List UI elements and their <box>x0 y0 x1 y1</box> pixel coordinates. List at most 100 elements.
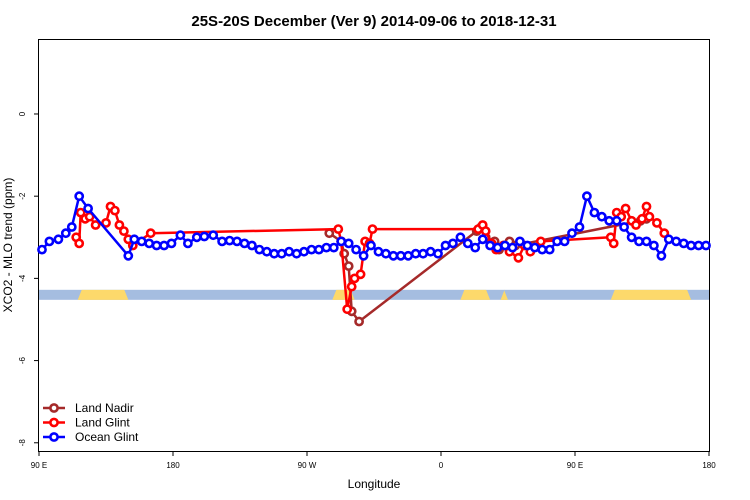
land-nadir-point <box>324 228 335 239</box>
ocean-glint-point <box>44 236 55 247</box>
legend-label: Land Nadir <box>75 401 134 415</box>
land-glint-point <box>652 217 662 228</box>
legend-label: Ocean Glint <box>75 430 139 444</box>
ocean-glint-point <box>462 238 473 249</box>
land-glint-point <box>608 238 619 249</box>
land-glint-point <box>620 203 631 214</box>
ocean-glint-point <box>656 250 667 261</box>
chart-title: 25S-20S December (Ver 9) 2014-09-06 to 2… <box>191 13 556 30</box>
ocean-glint-point <box>626 232 637 243</box>
ocean-glint-point <box>37 244 47 255</box>
land-mask-segment <box>460 289 491 300</box>
ocean-glint-point <box>470 242 481 253</box>
ocean-glint-point <box>485 240 495 251</box>
series-layer <box>37 191 711 327</box>
x-tick-label: 90 E <box>31 461 47 470</box>
ocean-glint-point <box>604 215 615 226</box>
ocean-glint-point <box>455 232 466 243</box>
ocean-glint-point <box>313 244 324 255</box>
ocean-glint-point <box>66 222 77 232</box>
land-glint-point <box>631 220 641 230</box>
series-ocean-glint <box>37 191 711 261</box>
ocean-glint-point <box>529 242 540 253</box>
ocean-glint-point <box>291 248 302 259</box>
ocean-mask <box>39 289 709 300</box>
land-glint-point <box>145 228 156 239</box>
land-glint-point <box>74 238 85 249</box>
y-tick-label: -4 <box>18 274 27 282</box>
y-axis: 0 -2 -4 -6 -8 <box>18 111 39 446</box>
ocean-glint-point <box>199 231 210 242</box>
ocean-glint-point <box>671 236 682 247</box>
land-glint-point <box>333 224 344 234</box>
land-glint-point <box>659 228 670 239</box>
land-mask-segment <box>610 289 692 300</box>
x-tick-label: 90 E <box>567 461 583 470</box>
legend-item-land-glint: Land Glint <box>43 416 130 430</box>
ocean-glint-point <box>596 211 607 222</box>
legend-item-land-nadir: Land Nadir <box>43 401 134 415</box>
ocean-glint-point <box>477 234 488 245</box>
ocean-glint-point <box>136 236 147 247</box>
ocean-glint-point <box>619 222 629 232</box>
land-mask-segment <box>77 289 129 300</box>
ocean-glint-point <box>53 234 64 245</box>
land-glint-point <box>342 304 353 315</box>
land-glint-point <box>513 252 524 263</box>
ocean-glint-point <box>123 250 134 261</box>
x-tick-label: 0 <box>439 461 444 470</box>
land-glint-point <box>114 220 125 230</box>
ocean-glint-point <box>552 236 562 247</box>
y-tick-label: -8 <box>18 439 27 447</box>
ocean-glint-point <box>380 248 391 259</box>
legend-swatch-marker <box>49 432 59 442</box>
x-axis-label: Longitude <box>348 477 401 491</box>
ocean-glint-point <box>634 236 644 247</box>
land-mask-segment <box>500 289 508 300</box>
x-tick-label: 180 <box>166 461 180 470</box>
ocean-glint-point <box>299 246 309 257</box>
ocean-glint-point <box>537 244 548 255</box>
landmask-bar <box>39 289 709 300</box>
ocean-glint-point <box>217 236 227 247</box>
ocean-glint-point <box>166 238 177 249</box>
ocean-glint-point <box>649 240 659 251</box>
ocean-glint-point <box>433 248 443 259</box>
ocean-glint-point <box>261 246 272 257</box>
ocean-glint-point <box>366 240 376 251</box>
ocean-glint-point <box>447 238 458 249</box>
ocean-glint-point <box>269 248 280 259</box>
ocean-glint-point <box>351 244 361 255</box>
ocean-glint-point <box>582 191 592 202</box>
land-glint-point <box>367 224 378 234</box>
x-axis: 90 E 180 90 W 0 90 E 180 <box>31 451 716 470</box>
legend-label: Land Glint <box>75 416 130 430</box>
ocean-glint-point <box>686 240 696 251</box>
ocean-glint-point <box>83 203 93 214</box>
ocean-glint-point <box>328 242 339 253</box>
ocean-glint-point <box>373 246 384 257</box>
land-glint-point <box>101 217 111 228</box>
ocean-glint-point <box>544 244 555 255</box>
land-glint-point <box>110 205 120 216</box>
land-glint-point <box>535 236 546 247</box>
x-tick-label: 90 W <box>298 461 317 470</box>
land-nadir-point <box>354 316 364 327</box>
ocean-glint-point <box>182 238 193 249</box>
ocean-glint-point <box>60 228 71 239</box>
ocean-glint-point <box>74 191 85 202</box>
land-glint-point <box>641 201 652 212</box>
ocean-glint-point <box>425 246 436 257</box>
ocean-glint-point <box>208 230 219 241</box>
ocean-glint-point <box>232 236 242 247</box>
ocean-glint-point <box>343 238 354 249</box>
ocean-glint-point <box>191 232 202 243</box>
ocean-glint-point <box>418 248 428 259</box>
ocean-glint-point <box>701 240 711 251</box>
ocean-glint-point <box>500 240 510 251</box>
ocean-glint-point <box>358 250 369 261</box>
ocean-glint-point <box>559 236 570 247</box>
land-glint-point <box>480 226 491 236</box>
